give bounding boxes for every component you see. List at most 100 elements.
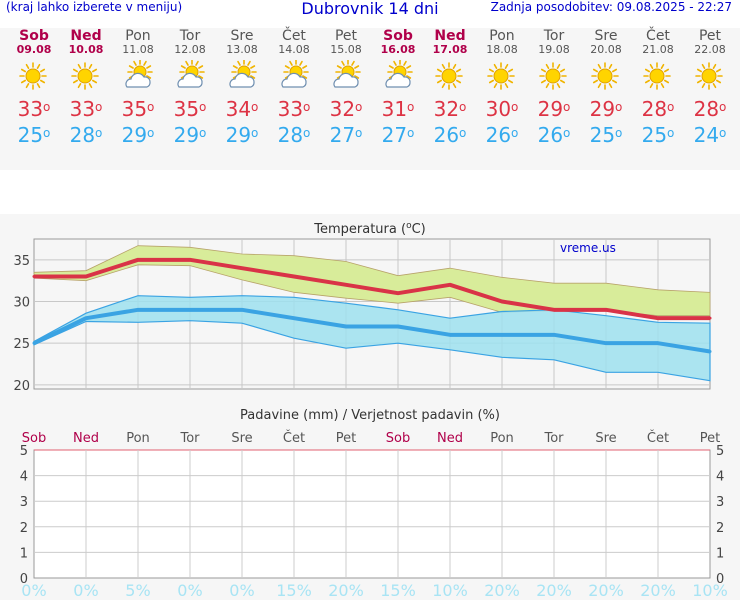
precip-probability: 20%	[484, 581, 520, 600]
temp-y-tick: 25	[13, 337, 30, 352]
max-temp-point	[32, 275, 36, 278]
max-temp: 34o	[225, 97, 259, 121]
watermark: vreme.us	[560, 241, 616, 255]
max-temp-point	[708, 316, 712, 320]
min-temp-point	[84, 316, 88, 320]
max-temp: 33o	[17, 97, 51, 121]
day-name: Čet	[282, 28, 306, 44]
day-name: Tor	[543, 28, 565, 44]
day-name: Čet	[646, 28, 670, 44]
day-date: 12.08	[174, 43, 206, 56]
day-name: Pet	[698, 28, 722, 44]
precip-day-label: Ned	[73, 431, 99, 446]
sun-icon	[684, 58, 736, 94]
min-temp: 28o	[277, 123, 311, 147]
precip-probability: 0%	[21, 581, 46, 600]
precip-day-label: Pet	[336, 431, 356, 446]
day-date: 10.08	[68, 43, 104, 56]
precip-probability: 0%	[73, 581, 98, 600]
max-temp-point	[604, 308, 608, 312]
min-temp-point	[500, 333, 504, 337]
max-temp: 35o	[173, 97, 207, 121]
precip-plot-frame	[33, 449, 711, 579]
precip-day-label: Pon	[490, 431, 514, 446]
day-column: Ned 17.08 32o 26o	[424, 28, 476, 148]
precip-y-tick-right: 0	[716, 572, 724, 587]
sun-cloud-icon	[320, 58, 372, 94]
max-temp: 35o	[121, 97, 155, 121]
max-temp: 29o	[537, 97, 571, 121]
max-temp-point	[292, 275, 296, 278]
min-temp-point	[292, 316, 296, 320]
min-temp-point	[396, 325, 400, 328]
min-temp-point	[240, 308, 244, 312]
min-temp-point	[344, 325, 348, 328]
sun-icon	[60, 58, 112, 94]
sun-icon	[8, 58, 60, 94]
day-date: 11.08	[122, 43, 154, 56]
precip-day-label: Čet	[283, 430, 305, 446]
min-temp: 29o	[173, 123, 207, 147]
day-name: Sob	[19, 28, 49, 44]
day-column: Sre 20.08 29o 25o	[580, 28, 632, 148]
precip-probability: 0%	[229, 581, 254, 600]
precip-day-label: Sre	[231, 431, 252, 446]
max-temp-line	[34, 257, 710, 321]
day-date: 09.08	[16, 43, 52, 56]
day-column: Sre 13.08 34o 29o	[216, 28, 268, 148]
min-temp: 25o	[17, 123, 51, 147]
precip-day-label: Sre	[595, 431, 616, 446]
precip-day-label: Sob	[22, 431, 46, 446]
max-temp-point	[84, 275, 88, 278]
min-temp: 27o	[381, 123, 415, 147]
daily-forecast: Sob 09.08 33o 25o Ned 10.08 33o 28o Pon 11.08 35o 2…	[0, 28, 740, 170]
precip-day-label: Tor	[543, 431, 564, 446]
precip-y-tick-right: 3	[716, 495, 724, 510]
min-temp-line	[33, 307, 711, 354]
day-column: Pon 18.08 30o 26o	[476, 28, 528, 148]
min-temp: 29o	[225, 123, 259, 147]
precip-day-label: Pon	[126, 431, 150, 446]
min-temp: 26o	[537, 123, 571, 147]
day-name: Ned	[70, 28, 102, 44]
max-temp: 32o	[433, 97, 467, 121]
max-temp: 28o	[641, 97, 675, 121]
min-temp: 26o	[485, 123, 519, 147]
day-column: Sob 09.08 33o 25o	[8, 28, 60, 148]
day-date: 22.08	[694, 43, 726, 56]
precipitation-chart: Padavine (mm) / Verjetnost padavin (%) So…	[20, 408, 728, 600]
sun-cloud-icon	[112, 58, 164, 94]
day-date: 13.08	[226, 43, 258, 56]
max-temp: 33o	[277, 97, 311, 121]
min-temp-point	[656, 341, 660, 345]
max-temp-point	[656, 316, 660, 320]
sun-icon	[580, 58, 632, 94]
precip-day-label: Čet	[647, 430, 669, 446]
day-date: 15.08	[330, 43, 362, 56]
max-temp: 33o	[69, 97, 103, 121]
max-temp-point	[396, 291, 400, 295]
min-temp-point	[448, 333, 452, 337]
temp-y-tick: 35	[13, 254, 30, 269]
day-name: Tor	[179, 28, 201, 44]
day-date: 14.08	[278, 43, 310, 56]
temp-chart-title: Temperatura (oC)	[313, 221, 425, 237]
precip-probability: 15%	[276, 581, 312, 600]
precip-y-tick-right: 2	[716, 521, 724, 536]
max-temp: 31o	[381, 97, 415, 121]
precip-y-tick-right: 1	[716, 546, 724, 561]
precip-y-tick-left: 1	[20, 546, 28, 561]
min-temp-point	[188, 308, 192, 312]
max-temp-point	[552, 308, 556, 312]
sun-cloud-icon	[372, 58, 424, 94]
min-temp-point	[136, 308, 140, 312]
max-temp: 30o	[485, 97, 519, 121]
max-temp-point	[188, 258, 192, 262]
precip-y-tick-left: 0	[20, 572, 28, 587]
precip-y-tick-right: 4	[716, 470, 724, 485]
day-column: Pet 22.08 28o 24o	[684, 28, 736, 148]
precip-probability: 20%	[328, 581, 364, 600]
day-date: 20.08	[590, 43, 622, 56]
max-temp-point	[240, 266, 244, 270]
